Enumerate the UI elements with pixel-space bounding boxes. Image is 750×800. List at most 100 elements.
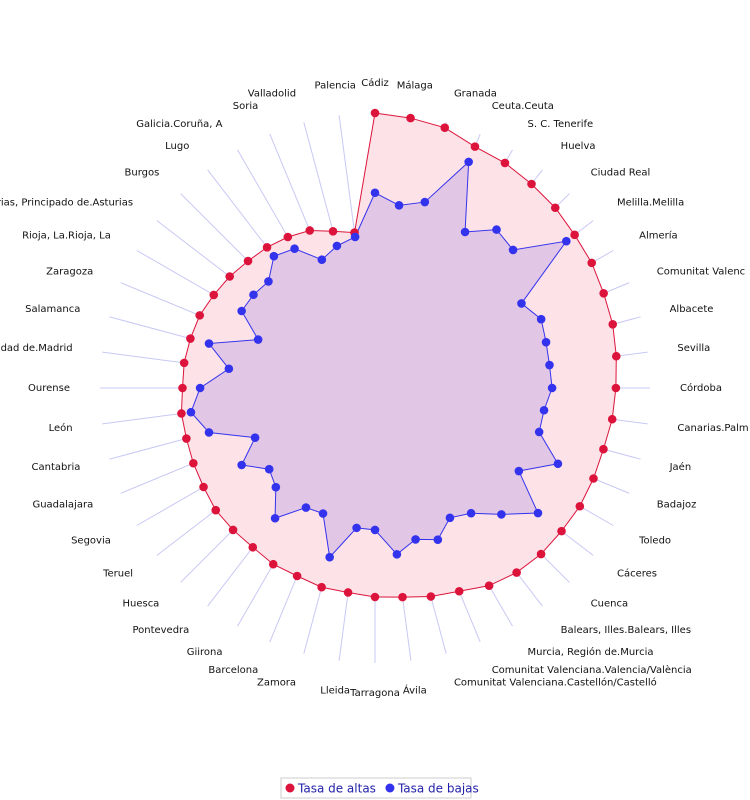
data-point: [195, 383, 205, 393]
data-point: [550, 203, 560, 213]
data-point: [283, 232, 293, 242]
data-point: [484, 581, 494, 590]
legend-marker: [385, 783, 395, 793]
data-point: [325, 552, 334, 562]
category-label: Lleida: [320, 685, 350, 696]
category-label: León: [49, 422, 73, 434]
category-label: Giirona: [187, 647, 223, 658]
category-label: Comunitat Valenciana.Castellón/Castelló: [454, 677, 657, 689]
legend-label: Tasa de altas: [297, 782, 376, 796]
data-point: [177, 409, 186, 418]
category-label: Segovia: [71, 536, 111, 547]
category-label: Zamora: [257, 678, 296, 689]
data-point: [599, 288, 608, 298]
data-point: [328, 226, 338, 236]
data-point: [179, 358, 189, 368]
category-label: Burgos: [125, 167, 160, 178]
data-point: [440, 123, 450, 132]
data-point: [317, 255, 327, 264]
data-point: [533, 508, 543, 518]
category-label: Granada: [454, 88, 497, 99]
data-point: [611, 383, 621, 393]
category-label: Sevilla: [677, 343, 710, 354]
data-point: [204, 428, 214, 437]
category-label: Melilla.Melilla: [617, 197, 684, 208]
data-point: [352, 523, 361, 533]
data-point: [186, 407, 196, 417]
category-label: Valladolid: [248, 88, 296, 99]
category-label: Jaén: [669, 461, 692, 473]
category-label: Huesca: [122, 599, 159, 610]
data-point: [398, 592, 407, 602]
legend-box: [280, 777, 472, 799]
data-point: [607, 414, 617, 424]
data-point: [492, 225, 501, 234]
category-label: Toledo: [638, 536, 671, 547]
data-point: [370, 592, 380, 602]
data-point: [514, 466, 524, 476]
data-point: [599, 444, 608, 454]
legend-marker: [285, 783, 295, 793]
data-point: [541, 337, 551, 347]
data-point: [608, 319, 618, 329]
category-label: Ceuta.Ceuta: [492, 101, 554, 112]
data-point: [426, 592, 436, 601]
data-point: [547, 383, 557, 393]
category-label: Ávila: [403, 683, 427, 696]
data-point: [199, 482, 208, 492]
data-point: [411, 535, 420, 544]
data-point: [264, 464, 274, 474]
category-label: dad de.Madrid: [1, 343, 73, 354]
data-point: [570, 230, 579, 240]
data-point: [253, 335, 263, 344]
data-point: [500, 158, 510, 168]
data-point: [237, 306, 246, 316]
data-point: [350, 232, 360, 242]
data-point: [464, 157, 473, 167]
category-label: Huelva: [561, 141, 596, 152]
data-point: [392, 550, 402, 559]
category-label: S. C. Tenerife: [528, 119, 594, 130]
data-point: [527, 179, 536, 189]
data-point: [204, 339, 214, 348]
category-label: Salamanca: [25, 304, 80, 315]
data-point: [262, 242, 272, 252]
data-point: [589, 474, 598, 483]
data-point: [249, 290, 258, 300]
data-point: [292, 571, 302, 581]
data-point: [318, 509, 328, 518]
category-label: Comunitat Valenciana.Valencia/València: [492, 664, 692, 676]
data-point: [237, 460, 246, 470]
category-label: Barcelona: [208, 665, 258, 676]
data-point: [553, 459, 563, 469]
category-label: Cantabria: [32, 462, 81, 473]
category-label: Comunitat Valenc: [657, 266, 745, 277]
data-point: [470, 142, 480, 151]
category-label: rias, Principado de.Asturias: [0, 197, 133, 208]
data-point: [575, 501, 585, 511]
data-point: [228, 525, 238, 535]
data-point: [332, 241, 342, 251]
category-label: Palencia: [314, 81, 355, 92]
category-label: Tarragona: [349, 688, 400, 699]
category-label: Cáceres: [617, 568, 657, 580]
data-point: [557, 526, 566, 536]
data-point: [186, 334, 195, 343]
data-point: [534, 427, 544, 437]
category-label: Balears, Illes.Balears, Illes: [561, 625, 691, 636]
category-label: Lugo: [165, 141, 189, 152]
category-label: Cádiz: [361, 77, 389, 89]
data-point: [269, 251, 279, 261]
category-label: Málaga: [397, 80, 433, 92]
category-label: Rioja, La.Rioja, La: [22, 231, 111, 242]
data-point: [454, 586, 464, 596]
data-point: [370, 188, 380, 198]
data-point: [209, 290, 219, 300]
category-label: Albacete: [670, 304, 714, 315]
data-point: [243, 256, 253, 266]
category-label: Murcia, Región de.Murcia: [528, 646, 654, 658]
data-point: [545, 360, 554, 370]
category-label: Guadalajara: [32, 500, 93, 511]
